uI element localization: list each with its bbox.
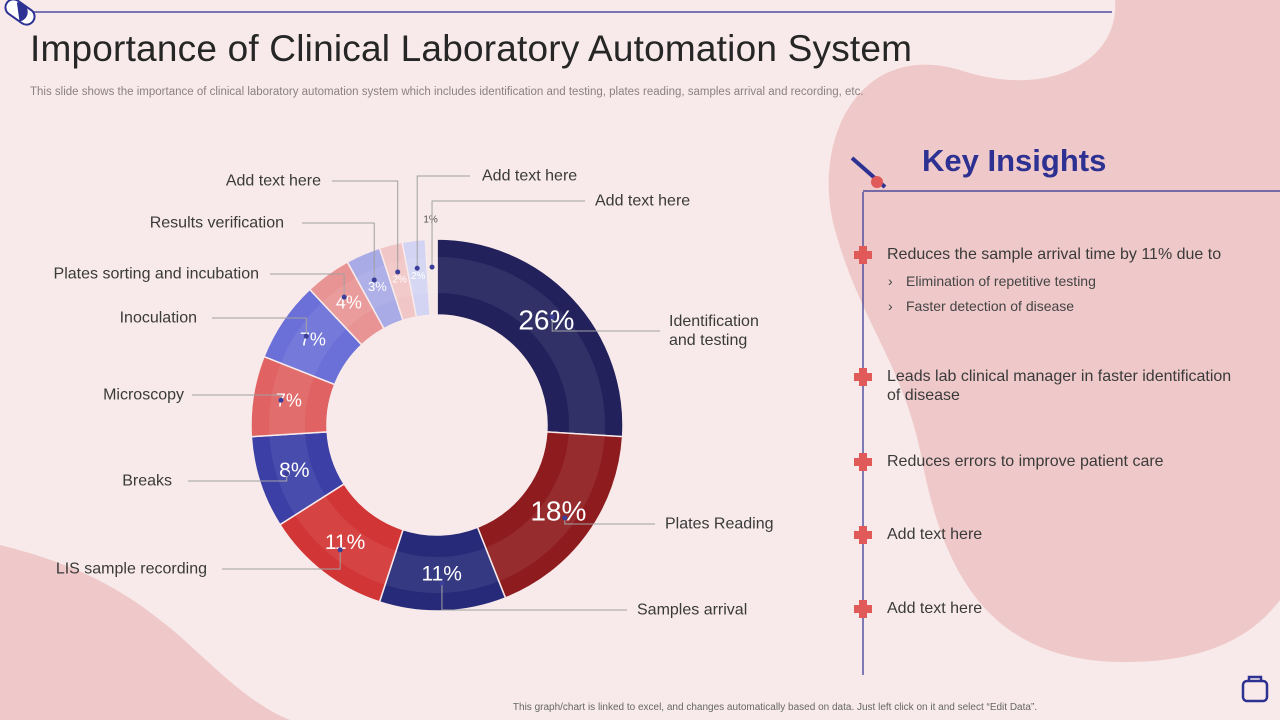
category-label: Microscopy [103, 386, 184, 404]
cross-icon [854, 526, 872, 544]
leader-dot [278, 397, 284, 403]
donut-segment [424, 238, 438, 317]
category-label: Add text here [482, 167, 578, 185]
category-label: Plates sorting and incubation [53, 265, 259, 283]
insights-title: Key Insights [922, 143, 1107, 178]
syringe-icon [850, 156, 887, 189]
value-label: 7% [276, 390, 302, 410]
value-label: 3% [368, 279, 387, 294]
bag-icon [1247, 675, 1263, 681]
insight-text: Leads lab clinical manager in faster ide… [887, 368, 1232, 404]
leader-line [212, 317, 307, 337]
leader-dot [439, 580, 445, 586]
value-label: 2% [411, 271, 426, 282]
cross-icon [854, 246, 872, 264]
value-label: 11% [325, 531, 365, 554]
value-label: 11% [421, 562, 461, 585]
leader-line [416, 175, 470, 269]
blob [828, 0, 1280, 663]
leader-dot [337, 547, 343, 553]
donut-segment [436, 238, 624, 438]
leader-dot [341, 294, 347, 300]
leader-line [222, 549, 341, 570]
leader-dot [562, 515, 568, 521]
cross-icon [854, 368, 872, 386]
leader-dot [429, 264, 435, 270]
leader-line [332, 180, 399, 272]
chevron: › [888, 298, 893, 314]
title: Importance of Clinical Laboratory Automa… [30, 28, 913, 69]
leader-line [441, 582, 627, 611]
leader-line [551, 316, 660, 332]
insight-text: Reduces errors to improve patient care [887, 453, 1164, 470]
leader-dot [303, 333, 309, 339]
leader-line [302, 222, 375, 280]
leader-dot [414, 265, 420, 271]
value-label: 2% [392, 274, 407, 285]
category-label: Plates Reading [665, 515, 774, 533]
pill-icon [16, 2, 28, 22]
leader-dot [395, 269, 401, 275]
insight-text: Add text here [887, 600, 983, 617]
category-label: Breaks [122, 472, 172, 490]
leader-dot [284, 471, 290, 477]
category-label: Inoculation [119, 309, 197, 327]
category-label: Results verification [149, 214, 284, 232]
value-label: 18% [530, 496, 586, 527]
chevron: › [888, 273, 893, 289]
insight-subpoint: Elimination of repetitive testing [906, 273, 1096, 289]
donut-chart: 26%18%11%11%8%7%7%4%3% 2% 2%1% [188, 175, 660, 612]
insight-text: Add text here [887, 526, 983, 543]
category-label: Identification and testing [669, 313, 759, 349]
leader-line [270, 273, 345, 298]
value-label: 1% [423, 215, 438, 226]
leader-line [431, 200, 585, 268]
category-label: Add text here [225, 172, 321, 190]
category-label: Add text here [595, 192, 691, 210]
subtitle: This slide shows the importance of clini… [30, 86, 864, 98]
leader-dot [371, 277, 377, 283]
footer: This graph/chart is linked to excel, and… [512, 702, 1038, 713]
category-label: Samples arrival [637, 601, 748, 619]
bag-icon [1241, 679, 1269, 703]
cross-icon [854, 600, 872, 618]
inner-band [269, 257, 605, 593]
category-label: LIS sample recording [55, 560, 207, 578]
insight-subpoint: Faster detection of disease [906, 298, 1075, 314]
blob [0, 545, 290, 720]
leader-dot [549, 314, 555, 320]
insight-text: Reduces the sample arrival time by 11% d… [887, 246, 1222, 263]
cross-icon [854, 453, 872, 471]
markers [854, 246, 872, 618]
